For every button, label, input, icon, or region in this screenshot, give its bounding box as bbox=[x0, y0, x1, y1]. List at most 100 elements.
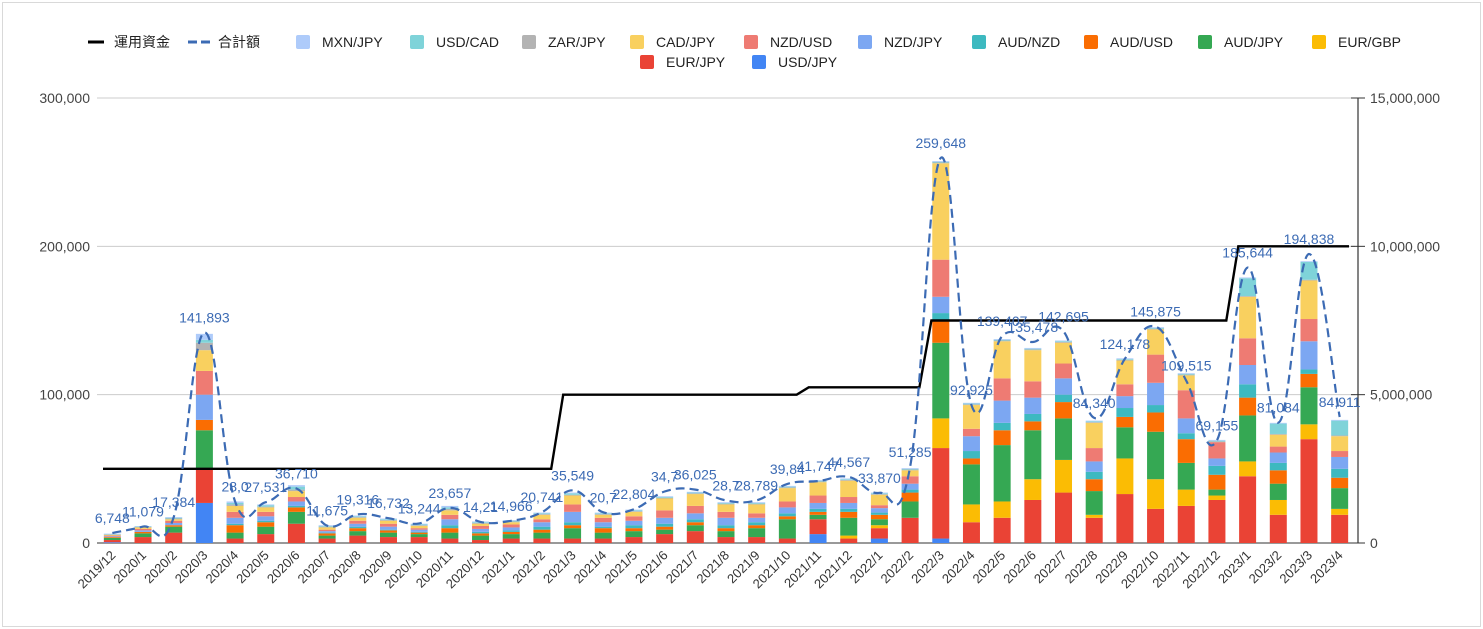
bar-mxn-jpy bbox=[993, 339, 1011, 340]
bar-mxn-jpy bbox=[1024, 347, 1042, 349]
bar-zar-jpy bbox=[257, 506, 275, 508]
bar-zar-jpy bbox=[379, 520, 397, 521]
bar-nzd-jpy bbox=[1208, 458, 1226, 466]
bar-eur-jpy bbox=[1116, 494, 1134, 543]
bar-nzd-jpy bbox=[1331, 456, 1349, 469]
bar-nzd-jpy bbox=[226, 517, 244, 524]
bar-nzd-jpy bbox=[379, 526, 397, 530]
legend-label-mxn-jpy: MXN/JPY bbox=[322, 34, 383, 50]
bar-aud-nzd bbox=[778, 513, 796, 517]
bar-nzd-jpy bbox=[1239, 365, 1257, 385]
bar-eur-gbp bbox=[1331, 508, 1349, 515]
bar-cad-jpy bbox=[717, 504, 735, 512]
bar-nzd-usd bbox=[441, 514, 459, 520]
bar-aud-nzd bbox=[441, 525, 459, 529]
bar-nzd-jpy bbox=[564, 511, 582, 523]
total-data-label: 11,079 bbox=[122, 504, 164, 520]
bar-nzd-usd bbox=[1177, 390, 1195, 419]
legend-label-nzd-jpy: NZD/JPY bbox=[884, 34, 943, 50]
total-data-label: 259,648 bbox=[915, 135, 966, 151]
bar-cad-jpy bbox=[287, 491, 305, 498]
x-tick-label: 2021/8 bbox=[693, 548, 732, 587]
total-data-label: 19,316 bbox=[336, 491, 379, 507]
bar-eur-jpy bbox=[1300, 439, 1318, 543]
y-right-tick-label: 5,000,000 bbox=[1370, 387, 1432, 403]
x-tick-label: 2021/6 bbox=[632, 548, 671, 587]
bar-aud-nzd bbox=[625, 525, 643, 529]
bar-eur-jpy bbox=[686, 531, 704, 543]
bar-aud-usd bbox=[318, 533, 336, 536]
bar-nzd-usd bbox=[318, 529, 336, 532]
bar-aud-jpy bbox=[318, 535, 336, 539]
bar-cad-jpy bbox=[441, 510, 459, 515]
legend-swatch-nzd-jpy bbox=[858, 35, 872, 49]
bar-cad-jpy bbox=[594, 514, 612, 518]
bar-nzd-usd bbox=[901, 476, 919, 484]
bar-cad-jpy bbox=[1147, 329, 1165, 355]
bar-mxn-jpy bbox=[441, 505, 459, 508]
bar-mxn-jpy bbox=[257, 504, 275, 506]
total-data-label: 33,870 bbox=[858, 470, 901, 486]
bar-usd-cad bbox=[717, 502, 735, 504]
bar-nzd-jpy bbox=[686, 513, 704, 520]
bar-cad-jpy bbox=[1239, 296, 1257, 339]
bar-usd-cad bbox=[410, 524, 428, 526]
bar-zar-jpy bbox=[195, 342, 213, 351]
bar-usd-cad bbox=[1024, 348, 1042, 350]
bar-nzd-usd bbox=[287, 497, 305, 502]
bar-eur-jpy bbox=[1331, 514, 1349, 543]
bar-aud-jpy bbox=[1116, 427, 1134, 459]
bar-nzd-usd bbox=[257, 511, 275, 517]
total-data-label: 84,911 bbox=[1319, 394, 1361, 410]
bar-nzd-usd bbox=[778, 501, 796, 508]
bar-mxn-jpy bbox=[533, 512, 551, 514]
bar-aud-jpy bbox=[1147, 431, 1165, 480]
total-data-label: 17,384 bbox=[152, 494, 195, 510]
total-data-label: 23,657 bbox=[428, 485, 471, 501]
bar-aud-usd bbox=[134, 531, 152, 534]
bar-eur-jpy bbox=[379, 537, 397, 543]
total-data-label: 16,732 bbox=[367, 495, 410, 511]
bar-nzd-usd bbox=[165, 520, 183, 523]
bar-aud-jpy bbox=[748, 528, 766, 538]
bar-aud-usd bbox=[1331, 477, 1349, 489]
bar-nzd-jpy bbox=[533, 522, 551, 527]
bar-eur-jpy bbox=[870, 528, 888, 539]
bar-aud-usd bbox=[1269, 470, 1287, 484]
bar-eur-jpy bbox=[901, 517, 919, 543]
total-data-label: 11,675 bbox=[306, 503, 348, 519]
bar-eur-gbp bbox=[1239, 461, 1257, 477]
legend-label-eur-jpy: EUR/JPY bbox=[666, 54, 726, 70]
bar-aud-nzd bbox=[1208, 465, 1226, 475]
total-data-label: 124,178 bbox=[1100, 336, 1151, 352]
total-data-label: 142,695 bbox=[1038, 308, 1089, 324]
bar-cad-jpy bbox=[1024, 350, 1042, 382]
bar-aud-jpy bbox=[349, 531, 367, 536]
bar-zar-jpy bbox=[778, 487, 796, 489]
bar-nzd-usd bbox=[349, 520, 367, 524]
bar-aud-usd bbox=[840, 511, 858, 518]
bar-aud-jpy bbox=[257, 526, 275, 535]
bar-aud-usd bbox=[1300, 373, 1318, 388]
bar-aud-nzd bbox=[962, 451, 980, 459]
x-tick-label: 2020/1 bbox=[110, 548, 149, 587]
bar-aud-jpy bbox=[870, 519, 888, 526]
bar-eur-jpy bbox=[349, 535, 367, 543]
x-tick-label: 2023/2 bbox=[1246, 548, 1285, 587]
bar-cad-jpy bbox=[379, 520, 397, 524]
bar-eur-jpy bbox=[1269, 514, 1287, 543]
bar-aud-usd bbox=[165, 525, 183, 527]
bar-nzd-usd bbox=[962, 428, 980, 437]
bar-aud-usd bbox=[1177, 439, 1195, 463]
bar-aud-jpy bbox=[686, 525, 704, 532]
total-data-label: 92,925 bbox=[950, 382, 993, 398]
bar-usd-cad bbox=[257, 505, 275, 507]
x-tick-label: 2020/7 bbox=[295, 548, 334, 587]
bar-nzd-jpy bbox=[287, 501, 305, 506]
bar-mxn-jpy bbox=[901, 468, 919, 469]
bar-usd-cad bbox=[656, 497, 674, 498]
bar-cad-jpy bbox=[1116, 360, 1134, 385]
bar-aud-jpy bbox=[932, 342, 950, 419]
total-data-label: 14,966 bbox=[490, 498, 533, 514]
legend-swatch-nzd-usd bbox=[744, 35, 758, 49]
